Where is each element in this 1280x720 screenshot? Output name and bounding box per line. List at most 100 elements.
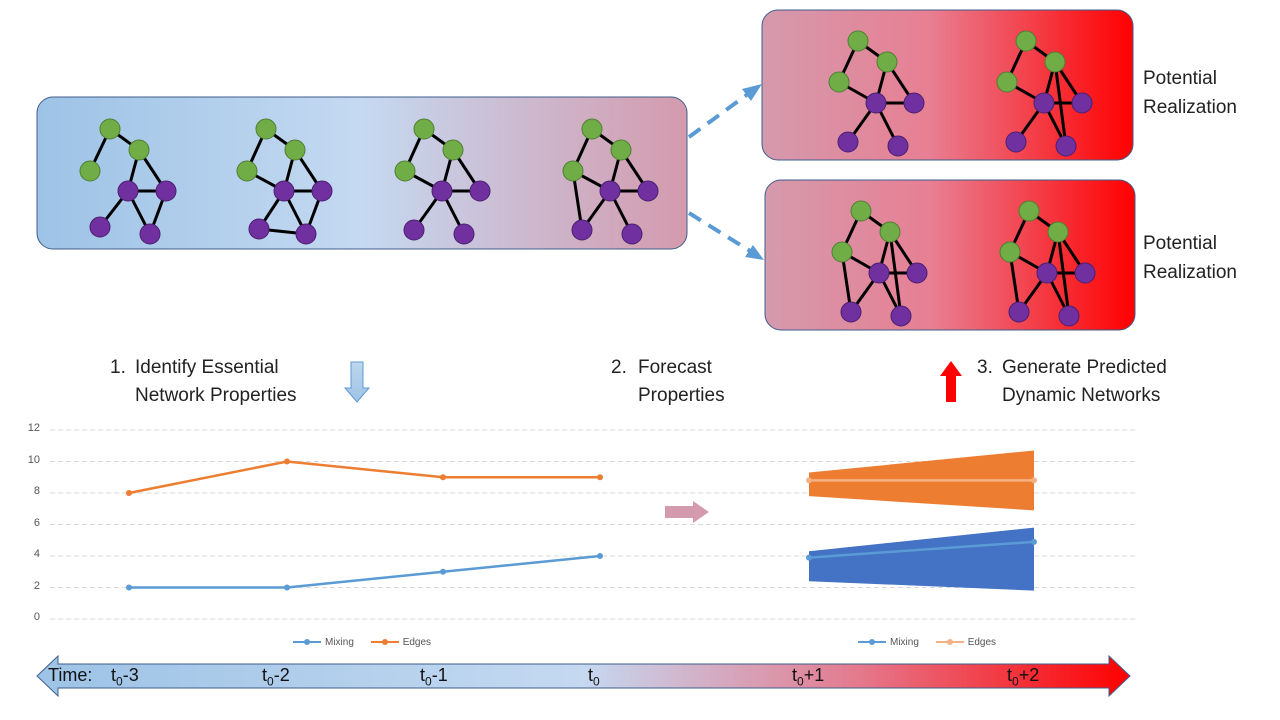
legend-label-mixing: Mixing xyxy=(325,637,354,648)
green-node xyxy=(394,160,416,182)
purple-node xyxy=(1033,92,1055,114)
history-panel xyxy=(36,96,688,250)
realization-panel-1 xyxy=(761,9,1134,161)
data-point-edges xyxy=(597,474,603,481)
timeline-tick-sub: 0 xyxy=(593,674,600,689)
timeline-tick-offset: -3 xyxy=(122,665,139,685)
timeline-tick-base: t xyxy=(588,665,594,685)
green-node xyxy=(1047,221,1069,243)
purple-node xyxy=(865,92,887,114)
green-node xyxy=(99,118,121,140)
timeline-tick: t0+1 xyxy=(792,665,824,689)
up-arrow-icon xyxy=(940,361,962,402)
data-point-mixing xyxy=(126,584,132,591)
forecast-legend-swatch-edges xyxy=(935,639,964,646)
y-tick-label: 10 xyxy=(27,453,40,466)
timeline-tick: t0-3 xyxy=(111,665,139,689)
network-graph xyxy=(999,200,1096,327)
timeline-tick-offset: -2 xyxy=(273,665,290,685)
green-node xyxy=(850,200,872,222)
timeline-tick: t0-2 xyxy=(262,665,290,689)
data-point-mixing xyxy=(597,553,603,559)
network-edge xyxy=(1053,61,1068,147)
dashed-arrow-down xyxy=(687,211,764,260)
timeline-tick-offset: +2 xyxy=(1018,665,1040,685)
timeline-tick-sub: 0 xyxy=(116,674,123,689)
data-point-mixing xyxy=(440,568,446,575)
timeline-tick-sub: 0 xyxy=(425,674,432,689)
green-node xyxy=(236,160,258,182)
y-tick-label: 8 xyxy=(33,485,40,497)
dashed-arrow-up xyxy=(687,84,762,139)
purple-node xyxy=(273,180,295,202)
data-point-edges xyxy=(284,458,290,465)
step-3-line1: Generate Predicted xyxy=(1002,357,1167,378)
green-node xyxy=(879,221,901,243)
forecast-band-mixing xyxy=(809,527,1034,591)
purple-node xyxy=(621,223,643,245)
purple-node xyxy=(837,131,859,153)
legend-label-edges: Edges xyxy=(402,637,432,648)
timeline-tick-base: t xyxy=(111,665,117,685)
green-node xyxy=(128,139,150,161)
timeline-arrow xyxy=(36,654,1131,698)
network-graph xyxy=(562,118,659,245)
green-node xyxy=(581,118,603,140)
chart-legend: Mixing Edges xyxy=(293,637,445,648)
y-tick-label: 2 xyxy=(33,579,40,592)
purple-node xyxy=(139,223,161,245)
forecast-legend-item-mixing: Mixing xyxy=(858,637,919,648)
purple-node xyxy=(311,180,333,202)
data-point-mixing xyxy=(284,584,290,591)
timeline-tick-offset: -1 xyxy=(431,665,448,685)
network-graph xyxy=(828,30,925,157)
timeline-tick-base: t xyxy=(262,665,268,685)
realization-2-line1: Potential xyxy=(1143,233,1217,254)
forecast-legend-label-edges: Edges xyxy=(967,637,997,648)
purple-node xyxy=(906,262,928,284)
green-node xyxy=(284,139,306,161)
green-node xyxy=(828,71,850,93)
purple-node xyxy=(1008,301,1030,323)
network-graph xyxy=(236,118,333,245)
network-graph xyxy=(394,118,491,245)
green-node xyxy=(610,139,632,161)
purple-node xyxy=(599,180,621,202)
realization-2-line2: Realization xyxy=(1143,262,1237,283)
purple-node xyxy=(453,223,475,245)
forecast-legend-item-edges: Edges xyxy=(935,637,997,648)
y-tick-label: 12 xyxy=(27,422,40,434)
forecast-legend-swatch-mixing xyxy=(858,639,886,646)
legend-item-mixing: Mixing xyxy=(293,637,354,648)
step-2-line2: Properties xyxy=(638,385,725,406)
purple-node xyxy=(295,223,317,245)
green-node xyxy=(847,30,869,52)
purple-node xyxy=(868,262,890,284)
purple-node xyxy=(637,180,659,202)
green-node xyxy=(999,241,1021,263)
green-node xyxy=(442,139,464,161)
forecast-point-mixing xyxy=(806,554,812,561)
purple-node xyxy=(117,180,139,202)
forecast-legend-label-mixing: Mixing xyxy=(890,637,919,648)
right-arrow-icon xyxy=(665,501,709,523)
step-2-number: 2. xyxy=(611,357,627,378)
green-node xyxy=(831,241,853,263)
realization-1-line2: Realization xyxy=(1143,97,1237,118)
step-1-number: 1. xyxy=(110,357,126,378)
forecast-point-edges xyxy=(1031,477,1037,484)
timeline-tick-base: t xyxy=(792,665,798,685)
purple-node xyxy=(890,305,912,327)
purple-node xyxy=(1074,262,1096,284)
purple-node xyxy=(1058,305,1080,327)
legend-swatch-edges xyxy=(370,639,399,646)
timeline-tick-sub: 0 xyxy=(267,674,274,689)
forecast-line-mixing xyxy=(808,540,1035,559)
data-point-edges xyxy=(126,490,132,496)
network-graph xyxy=(831,200,928,327)
forecast-point-edges xyxy=(806,477,812,484)
green-node xyxy=(1018,200,1040,222)
data-point-edges xyxy=(440,474,446,481)
y-tick-label: 4 xyxy=(33,548,40,560)
